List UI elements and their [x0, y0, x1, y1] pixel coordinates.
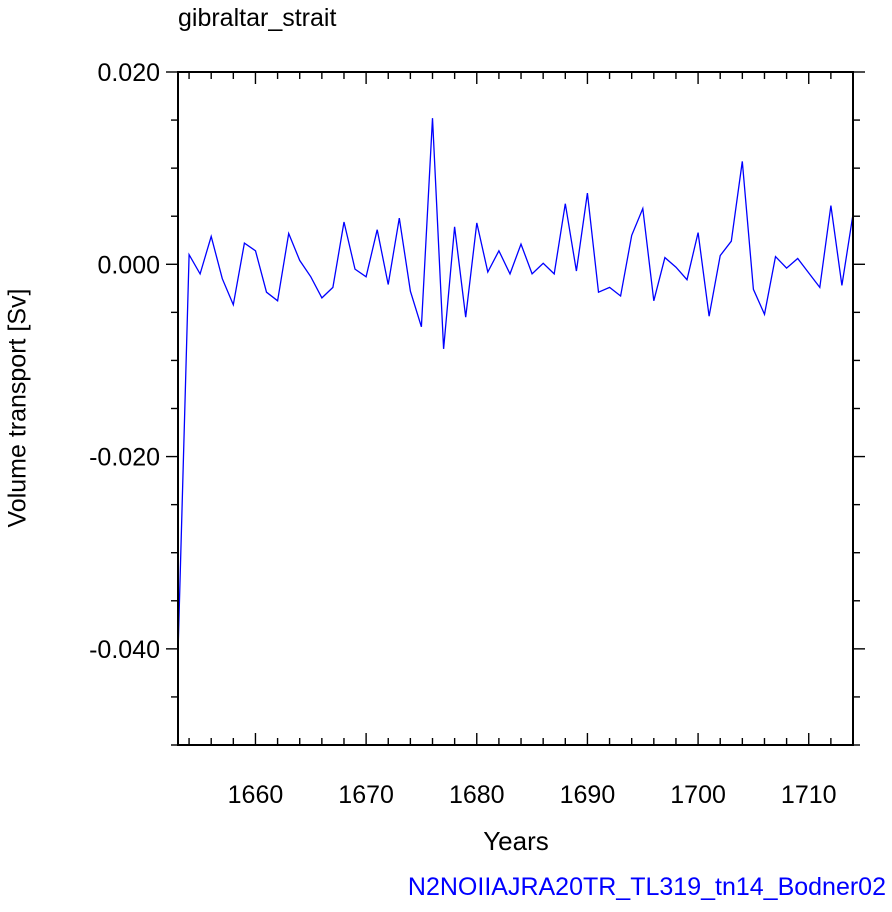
- chart-title: gibraltar_strait: [178, 4, 337, 32]
- y-tick-label: -0.040: [89, 636, 160, 664]
- y-tick-label: 0.020: [97, 59, 160, 87]
- x-tick-label: 1700: [670, 781, 726, 809]
- x-tick-label: 1710: [781, 781, 837, 809]
- plot-frame: [177, 71, 854, 746]
- series-line: [177, 118, 854, 654]
- y-tick-label: 0.000: [97, 251, 160, 279]
- run-caption: N2NOIIAJRA20TR_TL319_tn14_Bodner02: [407, 873, 886, 901]
- x-tick-label: 1690: [560, 781, 616, 809]
- axis-ticks: [166, 71, 865, 746]
- y-tick-label: -0.020: [89, 444, 160, 472]
- x-tick-label: 1660: [228, 781, 284, 809]
- tick-labels: 1660 1670 1680 1690 1700 1710 -0.040 -0.020 0.00…: [89, 59, 836, 809]
- x-tick-label: 1670: [338, 781, 394, 809]
- x-axis-label: Years: [483, 826, 549, 856]
- x-tick-label: 1680: [449, 781, 505, 809]
